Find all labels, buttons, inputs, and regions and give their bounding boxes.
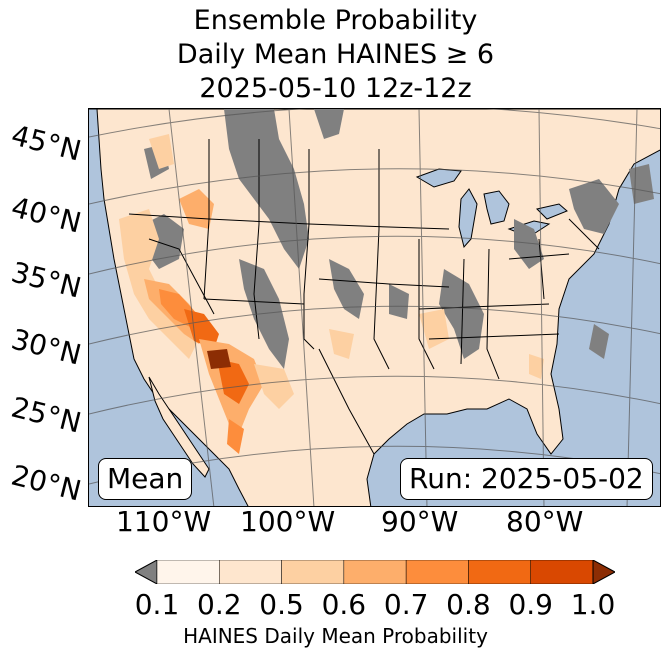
colorbar-cell [468,560,531,584]
lat-label-30: 30°N [8,322,85,372]
lat-label-45: 45°N [8,118,85,168]
colorbar-cells [156,560,594,584]
colorbar-cell [530,560,594,584]
probability-map [88,108,661,507]
colorbar-tick-label: 0.8 [446,588,491,621]
colorbar-tick-label: 0.5 [259,588,304,621]
colorbar-tick-label: 0.2 [197,588,242,621]
title-line-2: Daily Mean HAINES ≥ 6 [176,39,495,70]
colorbar-cell [156,560,220,584]
colorbar-tick-label: 0.7 [383,588,429,621]
colorbar-under-arrow [135,560,158,584]
colorbar-cell [343,560,407,584]
colorbar-tick-label: 0.1 [134,588,180,621]
colorbar-over-arrow [592,560,615,584]
lat-label-25: 25°N [8,390,85,440]
run-date-label: Run: 2025-05-02 [400,458,653,500]
colorbar-tick-label: 1.0 [570,588,616,621]
colorbar [135,560,615,584]
lat-label-40: 40°N [8,190,85,240]
colorbar-tick-label: 0.9 [508,588,553,621]
title-line-3: 2025-05-10 12z-12z [199,73,472,104]
state-borders [128,139,600,455]
lat-label-35: 35°N [8,255,85,305]
map-canvas [89,109,660,506]
baja-peninsula [148,376,210,478]
colorbar-cell [405,560,469,584]
colorbar-cell [219,560,282,584]
colorbar-label: HAINES Daily Mean Probability [183,624,488,648]
colorbar-tick-label: 0.6 [321,588,367,621]
lon-label-90: 90°W [381,505,459,538]
lat-label-20: 20°N [8,458,85,508]
lon-label-100: 100°W [240,505,336,538]
title-line-1: Ensemble Probability [193,5,478,36]
mean-label: Mean [98,458,193,500]
colorbar-cell [281,560,345,584]
lon-label-110: 110°W [116,505,212,538]
lon-label-80: 80°W [506,505,584,538]
